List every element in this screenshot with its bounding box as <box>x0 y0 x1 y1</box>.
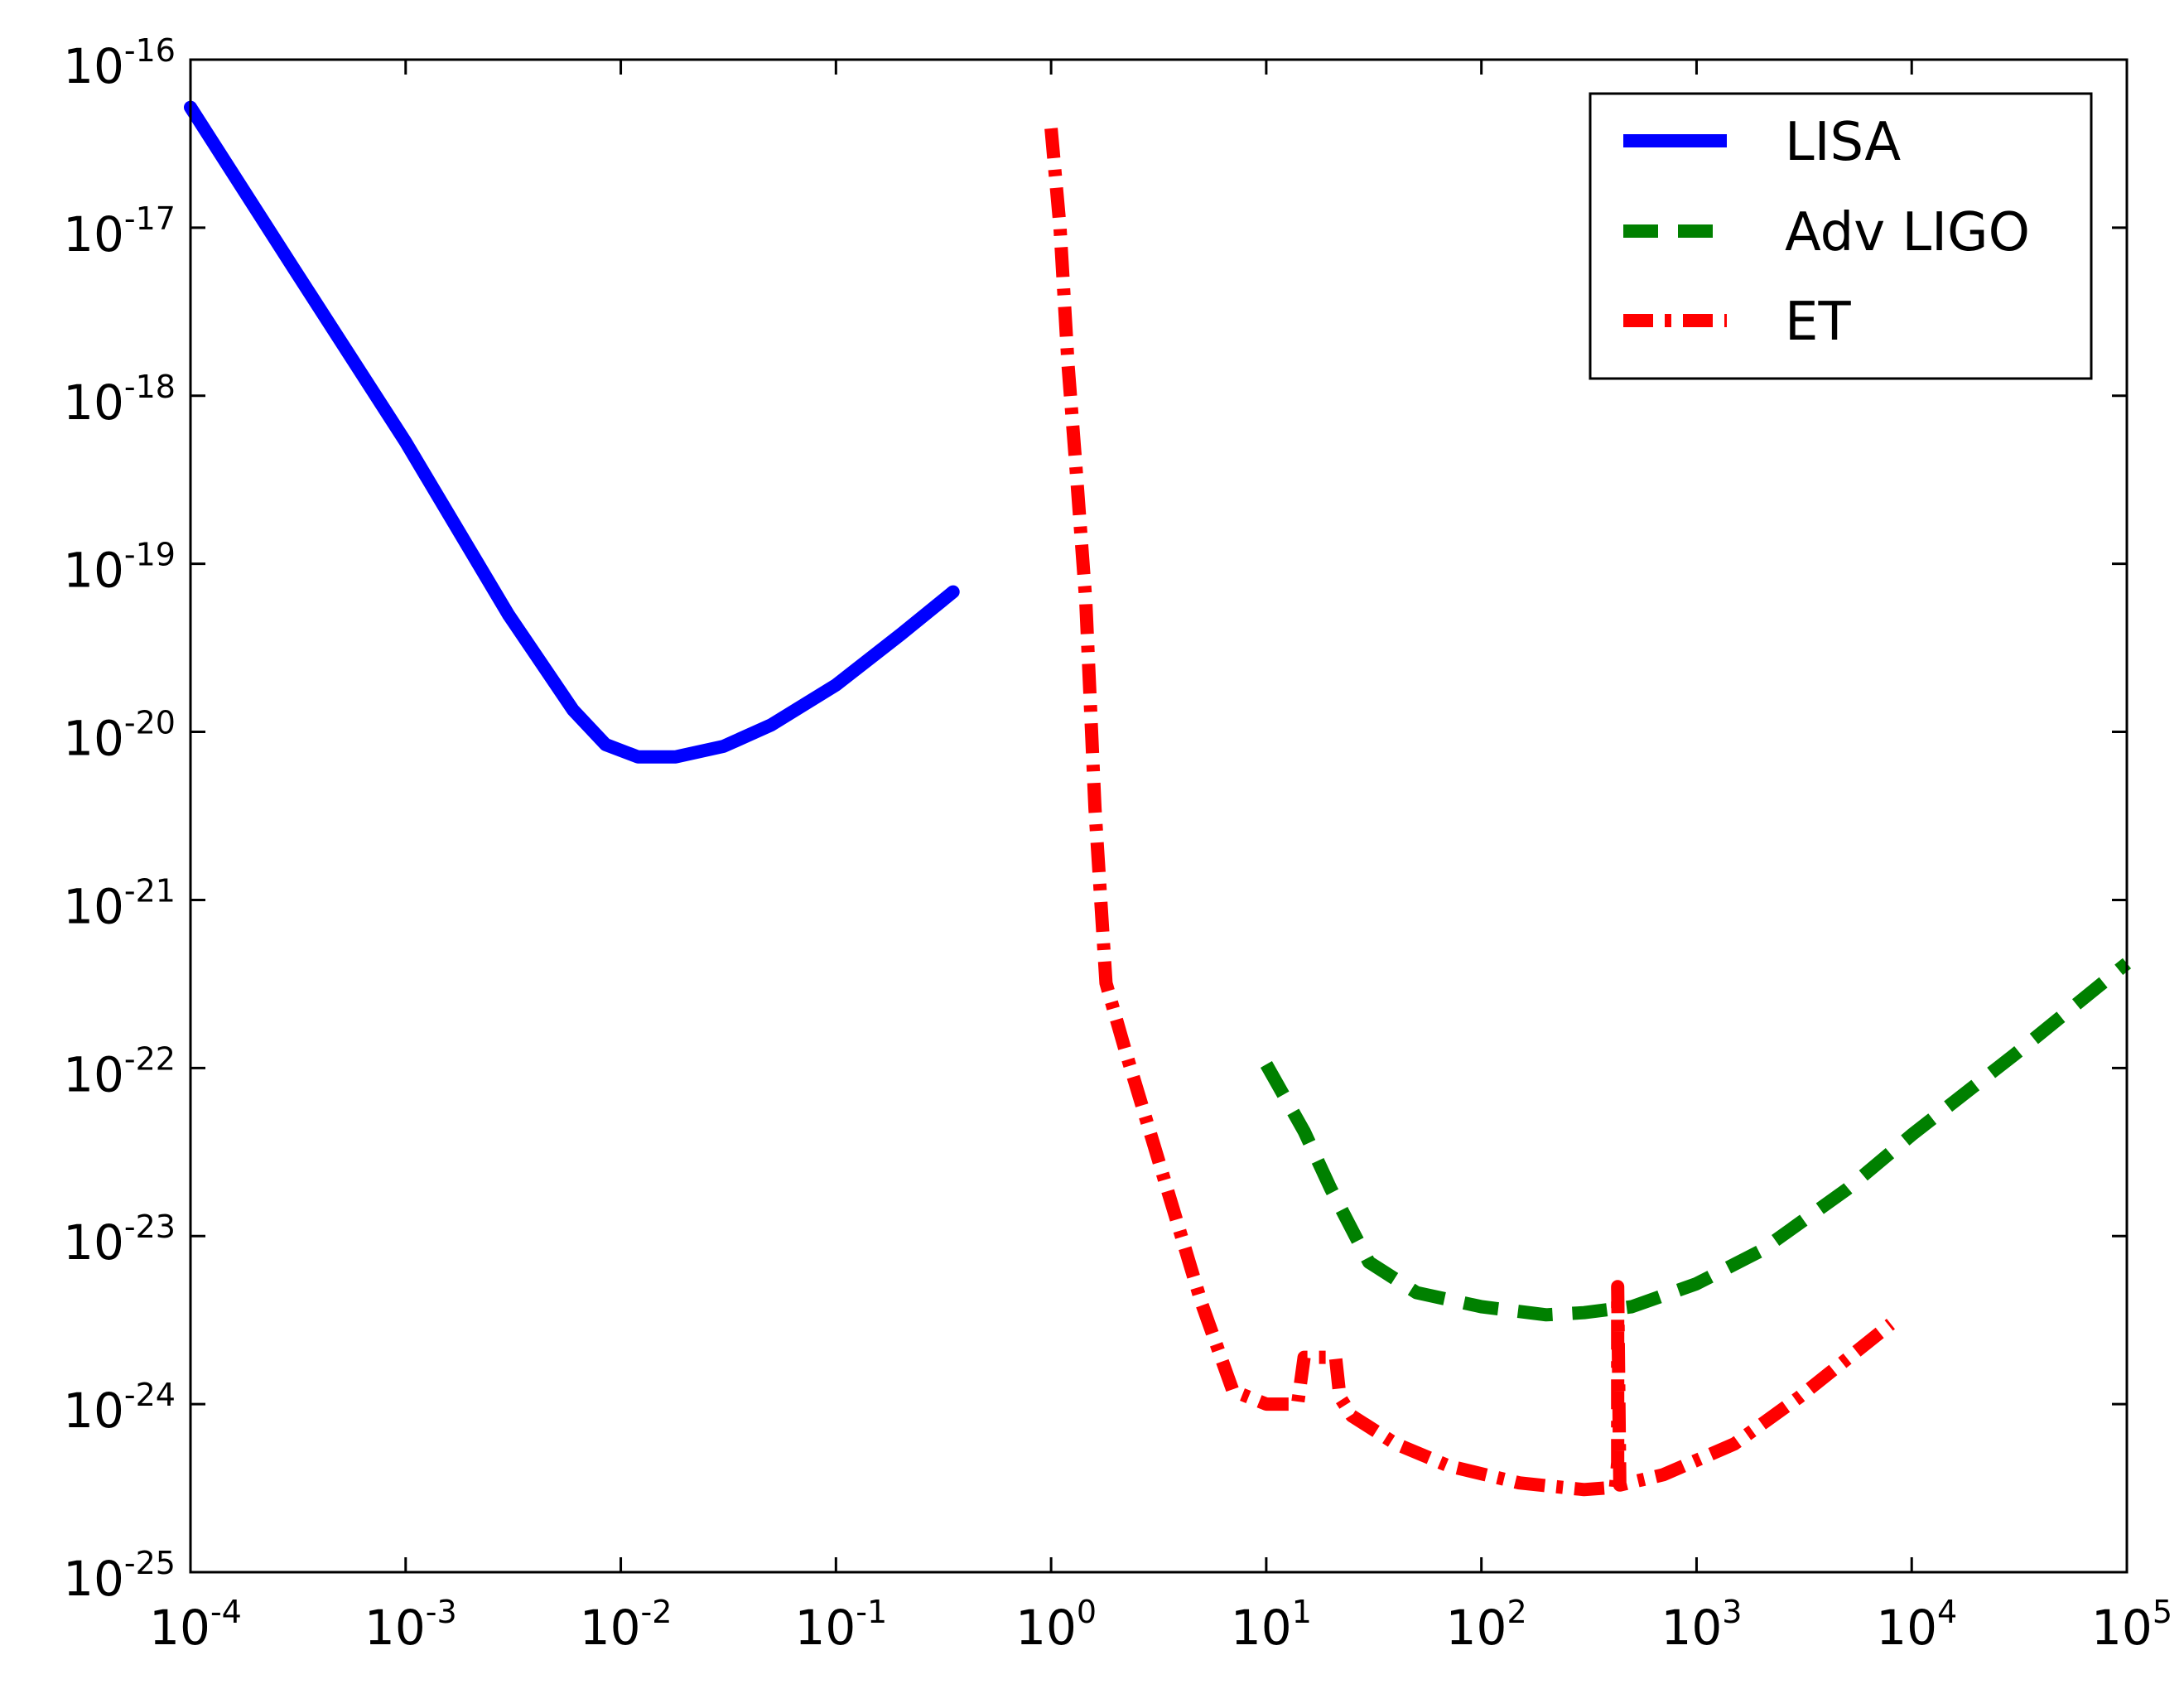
x-tick-label-exponent: -1 <box>856 1594 887 1630</box>
y-tick-label: 10-21 <box>63 872 176 934</box>
x-tick-label: 10-4 <box>149 1594 242 1656</box>
x-tick-label: 104 <box>1876 1594 1957 1656</box>
x-tick-label: 103 <box>1661 1594 1742 1656</box>
y-tick-label-exponent: -25 <box>124 1545 176 1581</box>
y-tick-label-exponent: -20 <box>124 705 176 741</box>
y-tick-label-exponent: -19 <box>124 537 176 573</box>
y-tick-label-base: 10 <box>63 878 124 934</box>
y-tick-label-exponent: -18 <box>124 369 176 405</box>
x-tick-label-exponent: -4 <box>210 1594 242 1630</box>
series-line-adv-ligo <box>1260 958 2132 1322</box>
x-tick-label-exponent: 3 <box>1722 1594 1742 1630</box>
x-axis-tick-labels: 10-4 10-3 10-2 10-1 100 101 102 103 104 105 <box>149 1594 2172 1656</box>
x-tick-label-base: 10 <box>1876 1600 1937 1656</box>
y-tick-label-base: 10 <box>63 711 124 767</box>
y-tick-label-exponent: -22 <box>124 1040 176 1077</box>
x-tick-label: 10-1 <box>794 1594 887 1656</box>
legend-label-et: ET <box>1785 292 1851 353</box>
x-tick-label-base: 10 <box>794 1600 856 1656</box>
x-tick-label-base: 10 <box>580 1600 641 1656</box>
x-tick-label-base: 10 <box>1015 1600 1077 1656</box>
y-tick-label-base: 10 <box>63 1382 124 1439</box>
x-tick-label-exponent: -2 <box>641 1594 673 1630</box>
legend: LISA Adv LIGO ET <box>1589 92 2093 380</box>
y-tick-label-exponent: -24 <box>124 1377 176 1413</box>
legend-box <box>1589 92 2093 380</box>
y-tick-label-base: 10 <box>63 1046 124 1103</box>
y-axis-tick-labels: 10-2510-2410-2310-2210-2110-2010-1910-18… <box>63 32 176 1607</box>
x-tick-label-exponent: 5 <box>2153 1594 2172 1630</box>
y-tick-label: 10-17 <box>63 200 176 263</box>
x-tick-label-base: 10 <box>1661 1600 1722 1656</box>
y-tick-label-base: 10 <box>63 206 124 263</box>
plot-frame <box>189 58 2129 1574</box>
x-tick-label: 102 <box>1446 1594 1527 1656</box>
x-tick-label: 101 <box>1231 1594 1312 1656</box>
y-tick-label: 10-22 <box>63 1040 176 1103</box>
y-tick-label: 10-19 <box>63 537 176 599</box>
y-tick-label-base: 10 <box>63 1214 124 1271</box>
y-tick-label-base: 10 <box>63 374 124 431</box>
y-tick-label: 10-24 <box>63 1377 176 1439</box>
y-tick-label-exponent: -16 <box>124 32 176 69</box>
x-tick-label: 100 <box>1015 1594 1097 1656</box>
y-tick-label: 10-23 <box>63 1209 176 1271</box>
x-tick-label-base: 10 <box>1446 1600 1507 1656</box>
x-tick-label-exponent: 1 <box>1292 1594 1312 1630</box>
x-tick-label: 10-2 <box>580 1594 673 1656</box>
x-tick-label-exponent: 4 <box>1937 1594 1957 1630</box>
legend-label-lisa: LISA <box>1785 112 1901 173</box>
x-tick-label-exponent: -3 <box>426 1594 457 1630</box>
y-tick-label-base: 10 <box>63 1551 124 1607</box>
y-tick-label-base: 10 <box>63 543 124 599</box>
x-tick-label: 10-3 <box>364 1594 457 1656</box>
y-tick-label: 10-16 <box>63 32 176 94</box>
series-layer <box>184 100 2132 1497</box>
x-tick-label-base: 10 <box>364 1600 426 1656</box>
x-tick-label-base: 10 <box>2091 1600 2153 1656</box>
legend-label-adv-ligo: Adv LIGO <box>1785 202 2030 263</box>
x-tick-label-exponent: 0 <box>1077 1594 1097 1630</box>
x-tick-label-base: 10 <box>1231 1600 1292 1656</box>
x-tick-label-base: 10 <box>149 1600 210 1656</box>
y-tick-label: 10-18 <box>63 369 176 431</box>
x-tick-label-exponent: 2 <box>1507 1594 1526 1630</box>
y-tick-label-exponent: -23 <box>124 1209 176 1245</box>
y-tick-label-base: 10 <box>63 38 124 94</box>
series-line-lisa <box>184 100 960 764</box>
y-tick-label: 10-20 <box>63 705 176 767</box>
y-tick-label-exponent: -21 <box>124 872 176 909</box>
x-tick-label: 105 <box>2091 1594 2172 1656</box>
y-tick-label-exponent: -17 <box>124 200 176 237</box>
y-tick-label: 10-25 <box>63 1545 176 1607</box>
